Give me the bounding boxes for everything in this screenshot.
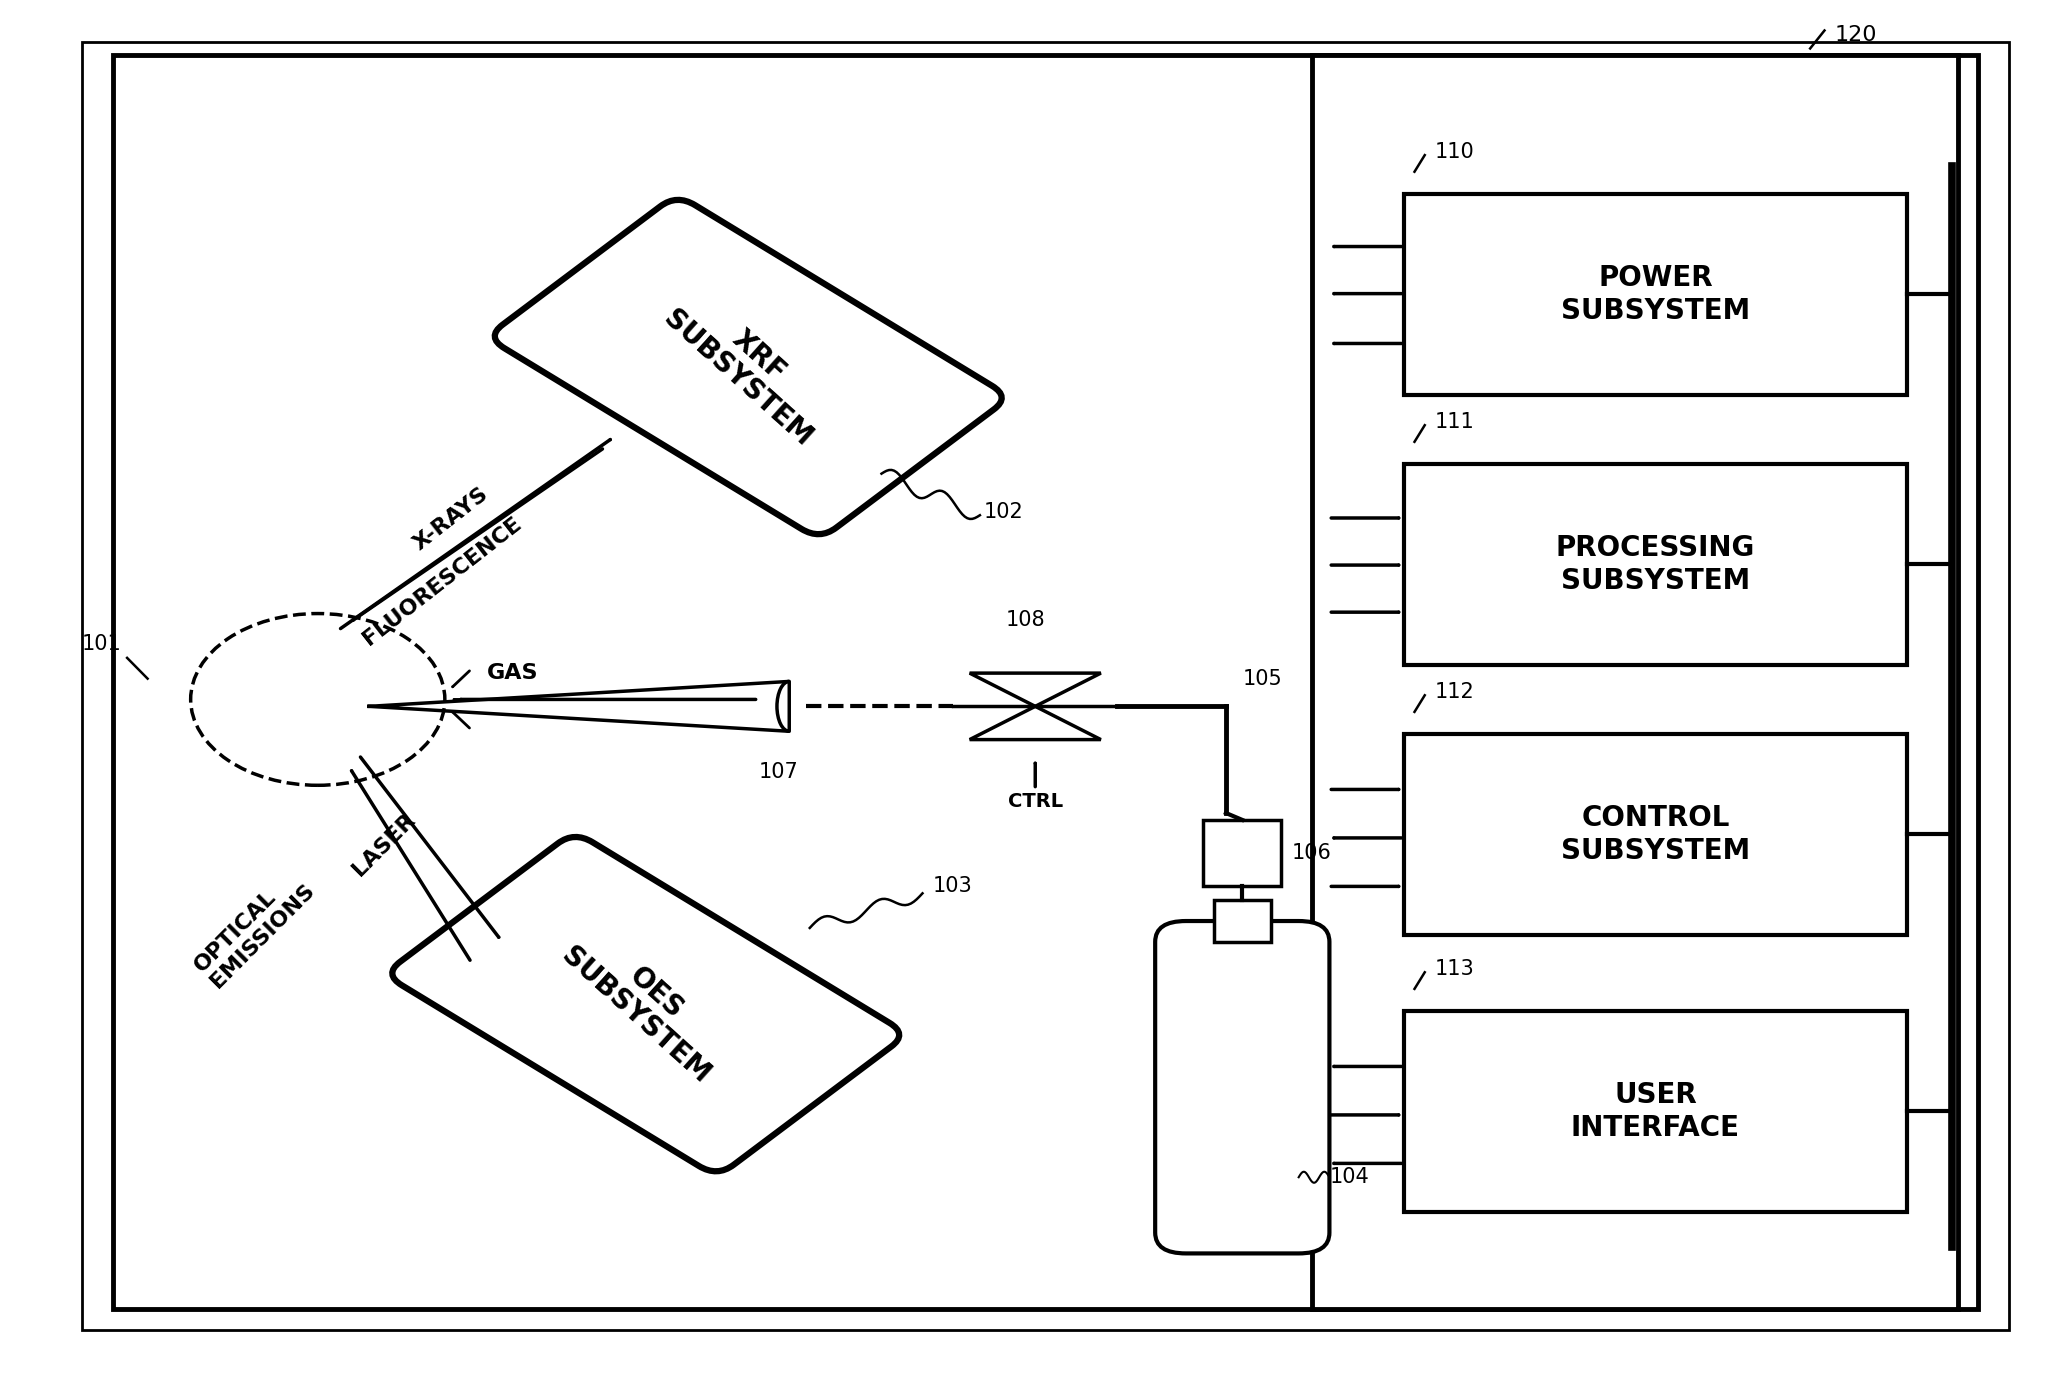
Text: 108: 108	[1004, 611, 1046, 630]
Bar	[1404, 1011, 1906, 1212]
Text: 103: 103	[933, 877, 972, 896]
Text: LASER: LASER	[348, 810, 418, 879]
Text: XRF
SUBSYSTEM: XRF SUBSYSTEM	[658, 283, 838, 452]
Text: CTRL: CTRL	[1009, 792, 1062, 812]
Text: POWER
SUBSYSTEM: POWER SUBSYSTEM	[1560, 265, 1751, 324]
Bar	[1312, 55, 1958, 1309]
Text: 101: 101	[82, 634, 121, 654]
Text: 105: 105	[1242, 669, 1281, 688]
Polygon shape	[970, 673, 1101, 706]
Text: 102: 102	[984, 503, 1023, 522]
Bar	[1404, 734, 1906, 935]
Text: PROCESSING
SUBSYSTEM: PROCESSING SUBSYSTEM	[1556, 535, 1755, 594]
Text: OES
SUBSYSTEM: OES SUBSYSTEM	[556, 920, 736, 1089]
Text: X-RAYS: X-RAYS	[410, 485, 492, 554]
Text: 112: 112	[1435, 683, 1474, 702]
Text: GAS: GAS	[486, 663, 539, 683]
Text: 110: 110	[1435, 143, 1474, 162]
FancyBboxPatch shape	[392, 837, 900, 1172]
Text: 107: 107	[758, 762, 800, 781]
FancyBboxPatch shape	[494, 199, 1002, 535]
Text: 111: 111	[1435, 413, 1474, 432]
Text: USER
INTERFACE: USER INTERFACE	[1570, 1082, 1740, 1141]
Text: 104: 104	[1328, 1168, 1369, 1187]
FancyBboxPatch shape	[1156, 921, 1328, 1253]
Bar	[1203, 820, 1281, 886]
Text: 113: 113	[1435, 960, 1474, 979]
Text: 120: 120	[1835, 25, 1878, 44]
Text: CONTROL
SUBSYSTEM: CONTROL SUBSYSTEM	[1560, 805, 1751, 864]
Text: 106: 106	[1292, 843, 1330, 863]
Bar	[1404, 194, 1906, 395]
Polygon shape	[970, 706, 1101, 740]
Text: FLUORESCENCE: FLUORESCENCE	[359, 514, 525, 650]
Bar	[1404, 464, 1906, 665]
Bar	[1214, 900, 1271, 942]
Text: OPTICAL
EMISSIONS: OPTICAL EMISSIONS	[191, 864, 320, 992]
